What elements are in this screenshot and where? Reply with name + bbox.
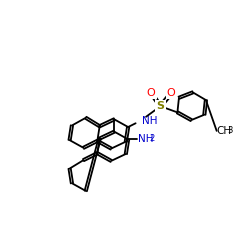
Text: 2: 2 (149, 134, 154, 143)
Text: 3: 3 (228, 126, 233, 134)
Text: O: O (147, 88, 156, 98)
Text: NH: NH (138, 134, 154, 144)
Text: S: S (156, 101, 164, 111)
Text: CH: CH (217, 126, 232, 136)
Text: NH: NH (142, 116, 158, 126)
Text: O: O (167, 88, 175, 98)
